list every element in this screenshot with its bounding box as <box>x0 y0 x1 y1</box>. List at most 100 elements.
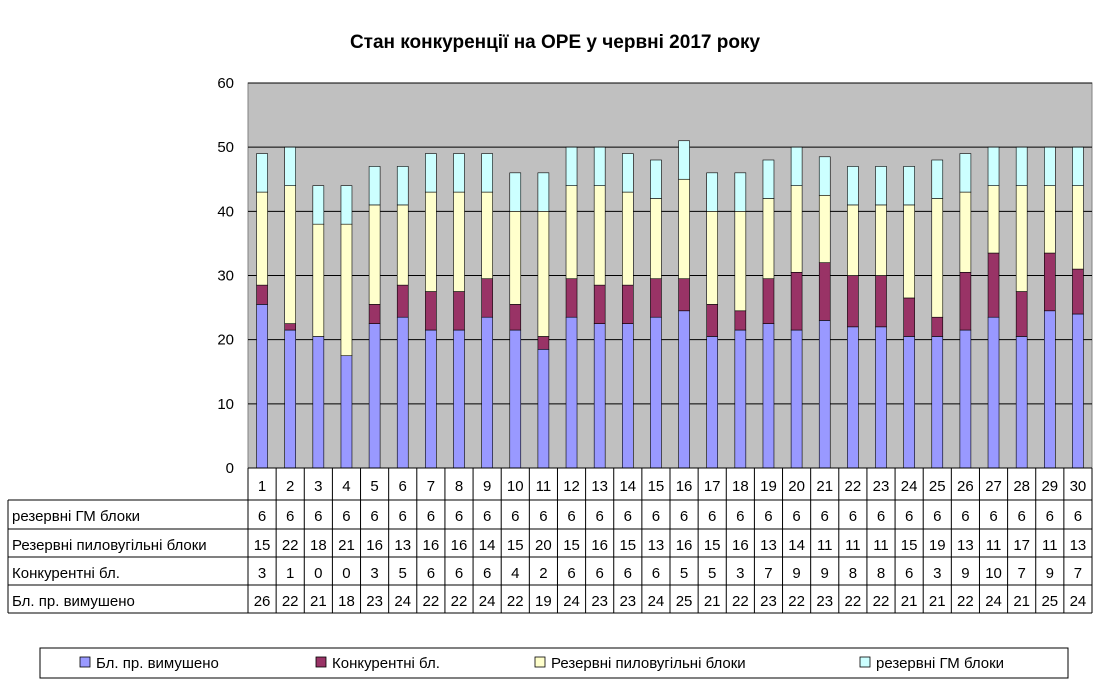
y-tick-label: 50 <box>217 139 234 156</box>
table-cell: 0 <box>314 565 322 582</box>
bar-segment-1-20 <box>790 329 803 469</box>
bar-segment-3-2 <box>284 185 297 324</box>
table-cell: 6 <box>624 565 632 582</box>
table-cell: 19 <box>535 593 552 610</box>
bar-segment-1-19 <box>762 323 775 469</box>
x-tick-label: 1 <box>258 478 266 495</box>
bar-segment-2-11 <box>537 336 550 350</box>
bar-segment-1-3 <box>312 336 325 469</box>
table-cell: 16 <box>366 537 383 554</box>
table-cell: 22 <box>788 593 805 610</box>
bar-segment-4-24 <box>903 166 915 206</box>
bar-segment-4-20 <box>790 146 803 186</box>
table-cell: 21 <box>338 537 355 554</box>
table-cell: 22 <box>423 593 440 610</box>
table-cell: 11 <box>1042 537 1058 554</box>
x-tick-label: 17 <box>704 478 721 495</box>
table-cell: 6 <box>567 508 575 525</box>
legend-label: Бл. пр. вимушено <box>96 655 219 672</box>
bar-segment-2-10 <box>509 304 522 331</box>
bar-segment-2-20 <box>790 271 803 331</box>
table-cell: 10 <box>985 565 1002 582</box>
legend-swatch <box>315 656 327 668</box>
bar-segment-3-30 <box>1072 185 1084 270</box>
table-cell: 13 <box>1070 537 1087 554</box>
bar-segment-1-8 <box>453 329 465 469</box>
bar-segment-2-23 <box>875 275 887 328</box>
bar-segment-2-18 <box>734 310 747 331</box>
table-row-label: Бл. пр. вимушено <box>12 593 135 610</box>
table-cell: 6 <box>595 565 603 582</box>
bar-segment-2-1 <box>256 284 268 305</box>
x-tick-label: 14 <box>619 478 636 495</box>
table-cell: 6 <box>905 508 913 525</box>
bar-segment-3-24 <box>903 204 915 299</box>
bar-segment-2-2 <box>284 323 297 331</box>
table-cell: 6 <box>455 508 463 525</box>
table-cell: 16 <box>423 537 440 554</box>
table-cell: 15 <box>901 537 918 554</box>
bar-segment-1-11 <box>537 348 550 469</box>
bar-segment-3-23 <box>875 204 887 276</box>
bar-segment-2-16 <box>678 278 690 312</box>
x-tick-label: 12 <box>563 478 580 495</box>
table-cell: 6 <box>567 565 575 582</box>
table-cell: 9 <box>792 565 800 582</box>
bar-segment-2-25 <box>931 316 944 337</box>
table-cell: 11 <box>873 537 889 554</box>
table-cell: 15 <box>563 537 580 554</box>
bar-segment-1-13 <box>593 323 606 469</box>
table-cell: 22 <box>282 593 299 610</box>
bar-segment-1-2 <box>284 329 297 469</box>
bar-segment-3-12 <box>565 185 578 280</box>
x-tick-label: 8 <box>455 478 463 495</box>
x-tick-label: 20 <box>788 478 805 495</box>
table-cell: 13 <box>394 537 411 554</box>
bar-segment-3-27 <box>987 185 1000 254</box>
legend-swatch <box>534 656 546 668</box>
x-tick-label: 19 <box>760 478 777 495</box>
legend-box <box>39 647 1069 679</box>
bar-segment-3-14 <box>621 191 634 286</box>
table-cell: 6 <box>933 508 941 525</box>
bar-segment-1-27 <box>987 316 1000 469</box>
table-cell: 4 <box>511 565 519 582</box>
table-cell: 6 <box>483 508 491 525</box>
table-cell: 9 <box>1046 565 1054 582</box>
table-cell: 14 <box>479 537 496 554</box>
table-cell: 6 <box>483 565 491 582</box>
table-cell: 16 <box>451 537 468 554</box>
bar-segment-1-24 <box>903 336 915 469</box>
table-cell: 6 <box>286 508 294 525</box>
bar-segment-3-19 <box>762 198 775 280</box>
bar-segment-2-19 <box>762 278 775 324</box>
bar-segment-1-9 <box>481 316 493 469</box>
table-cell: 6 <box>455 565 463 582</box>
bar-segment-4-7 <box>425 153 437 193</box>
table-cell: 15 <box>254 537 271 554</box>
bar-segment-3-8 <box>453 191 465 292</box>
table-cell: 13 <box>648 537 665 554</box>
bar-segment-2-8 <box>453 291 465 331</box>
table-cell: 6 <box>652 565 660 582</box>
table-cell: 24 <box>394 593 411 610</box>
bar-segment-1-21 <box>818 320 831 469</box>
y-tick-label: 20 <box>217 332 234 349</box>
y-tick-label: 10 <box>217 396 234 413</box>
bar-segment-3-17 <box>706 211 719 305</box>
bar-segment-1-22 <box>847 326 859 469</box>
bar-segment-1-18 <box>734 329 747 469</box>
table-cell: 6 <box>877 508 885 525</box>
bar-segment-1-6 <box>396 316 409 469</box>
table-cell: 26 <box>254 593 271 610</box>
bar-segment-3-21 <box>818 194 831 263</box>
table-cell: 7 <box>1074 565 1082 582</box>
table-cell: 3 <box>370 565 378 582</box>
x-tick-label: 29 <box>1041 478 1058 495</box>
y-tick-label: 60 <box>217 75 234 92</box>
table-cell: 6 <box>370 508 378 525</box>
bar-segment-4-8 <box>453 153 465 193</box>
x-tick-label: 23 <box>873 478 890 495</box>
x-tick-label: 21 <box>816 478 833 495</box>
